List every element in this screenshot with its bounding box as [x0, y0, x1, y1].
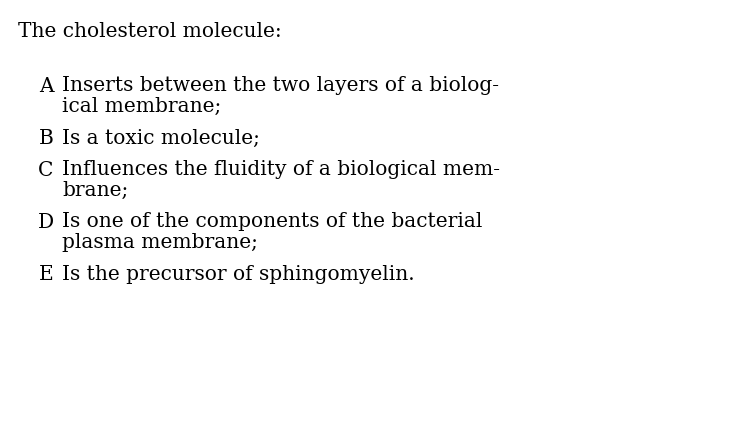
- Text: A: A: [39, 76, 53, 96]
- Text: The cholesterol molecule:: The cholesterol molecule:: [18, 22, 282, 41]
- Text: C: C: [38, 160, 54, 179]
- Text: Is a toxic molecule;: Is a toxic molecule;: [62, 129, 260, 148]
- Text: ical membrane;: ical membrane;: [62, 97, 221, 116]
- Text: Influences the fluidity of a biological mem-: Influences the fluidity of a biological …: [62, 160, 500, 179]
- Text: B: B: [39, 129, 54, 148]
- Text: plasma membrane;: plasma membrane;: [62, 233, 258, 252]
- Text: E: E: [39, 265, 53, 284]
- Text: Is one of the components of the bacterial: Is one of the components of the bacteria…: [62, 212, 483, 231]
- Text: Is the precursor of sphingomyelin.: Is the precursor of sphingomyelin.: [62, 265, 415, 284]
- Text: Inserts between the two layers of a biolog-: Inserts between the two layers of a biol…: [62, 76, 499, 95]
- Text: D: D: [38, 212, 54, 232]
- Text: brane;: brane;: [62, 181, 128, 200]
